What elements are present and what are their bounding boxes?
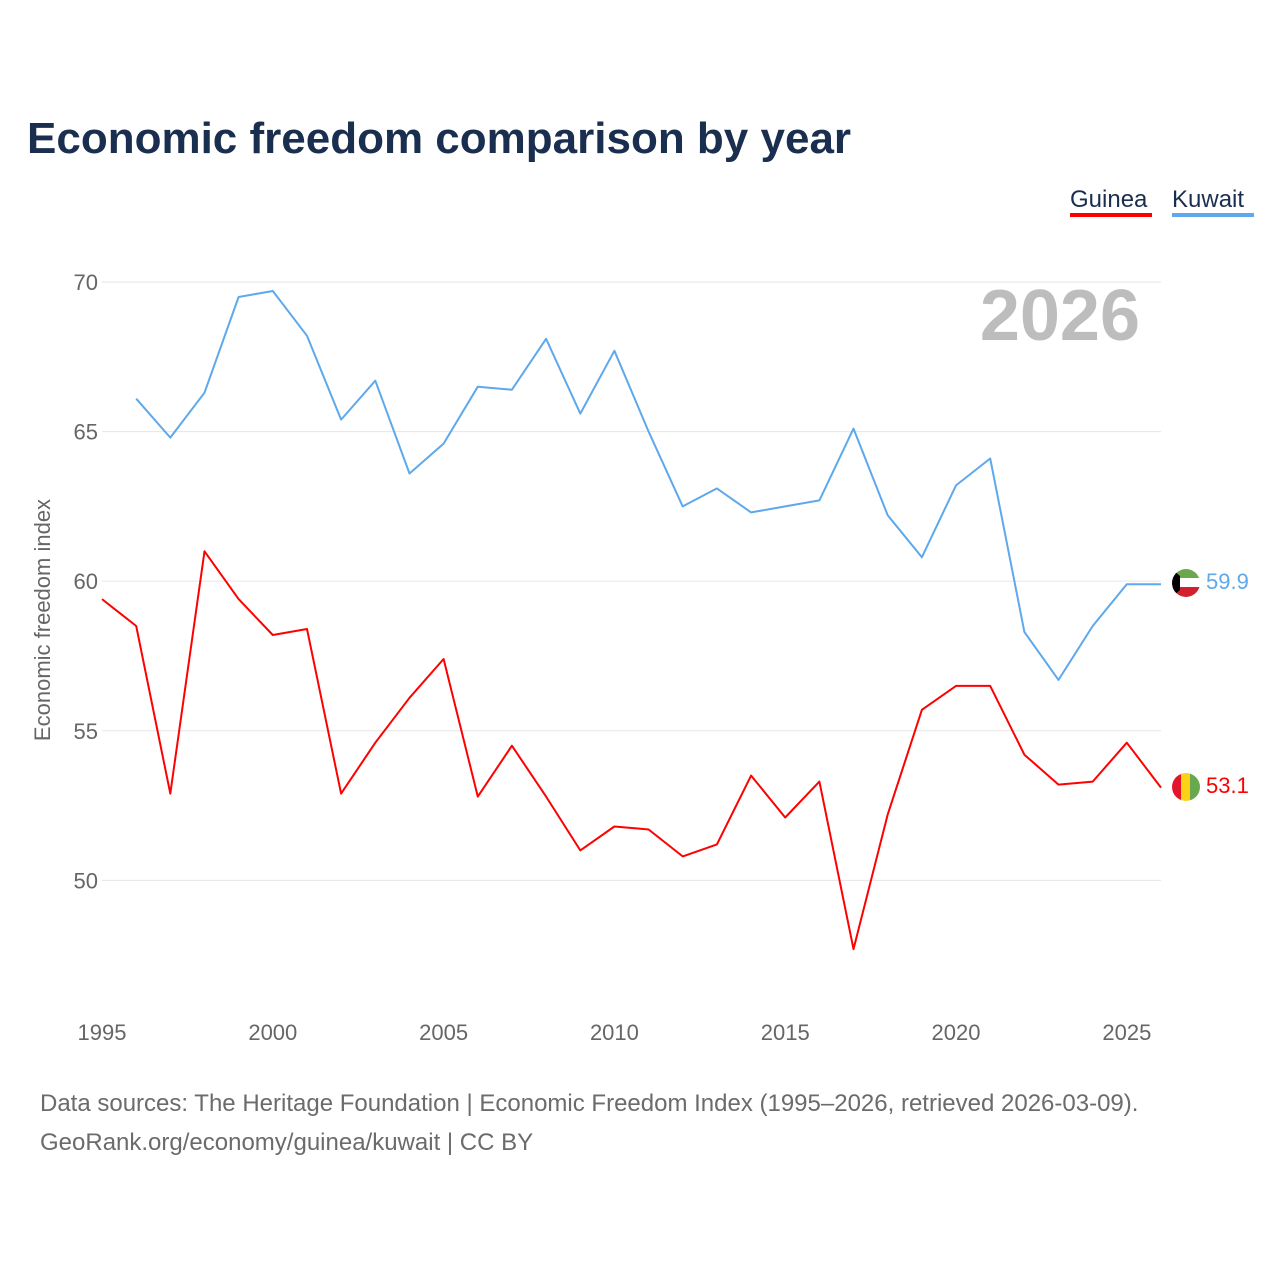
guinea-flag-icon: [1172, 773, 1200, 801]
grid: [102, 281, 1161, 881]
y-tick-label: 60: [74, 569, 98, 594]
legend-label-kuwait[interactable]: Kuwait: [1172, 186, 1244, 213]
source-line-1: Data sources: The Heritage Foundation | …: [40, 1090, 1138, 1117]
y-axis-label: Economic freedom index: [30, 499, 55, 741]
series-line-kuwait: [135, 290, 1161, 681]
x-tick-label: 2005: [419, 1020, 468, 1045]
chart-title: Economic freedom comparison by year: [27, 114, 851, 163]
kuwait-flag-icon: [1172, 569, 1200, 597]
y-tick-label: 65: [74, 420, 98, 445]
y-axis: 50 55 60 65 70: [74, 270, 98, 893]
x-tick-label: 2000: [248, 1020, 297, 1045]
end-label-guinea: 53.1: [1206, 773, 1249, 798]
y-tick-label: 70: [74, 270, 98, 295]
x-tick-label: 2020: [932, 1020, 981, 1045]
y-tick-label: 55: [74, 719, 98, 744]
series-line-guinea: [101, 550, 1162, 951]
x-axis: 1995 2000 2005 2010 2015 2020 2025: [78, 1020, 1152, 1045]
source-line-2[interactable]: GeoRank.org/economy/guinea/kuwait | CC B…: [40, 1129, 533, 1156]
end-label-kuwait: 59.9: [1206, 569, 1249, 594]
x-tick-label: 2025: [1102, 1020, 1151, 1045]
legend-swatch-kuwait: [1172, 213, 1254, 217]
x-tick-label: 1995: [78, 1020, 127, 1045]
year-watermark: 2026: [980, 276, 1140, 356]
y-tick-label: 50: [74, 868, 98, 893]
legend: Guinea Kuwait: [1070, 186, 1254, 217]
legend-swatch-guinea: [1070, 213, 1152, 217]
legend-label-guinea[interactable]: Guinea: [1070, 186, 1148, 213]
x-tick-label: 2015: [761, 1020, 810, 1045]
x-tick-label: 2010: [590, 1020, 639, 1045]
series-lines: [101, 290, 1162, 951]
